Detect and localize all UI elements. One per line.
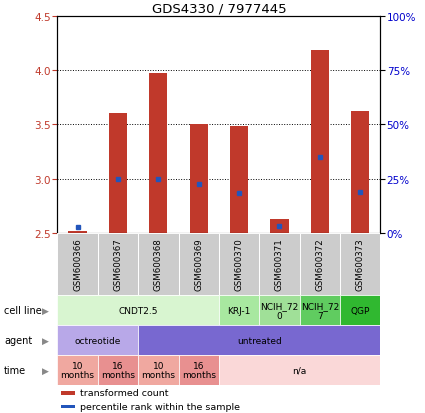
Bar: [138, 233, 178, 295]
Text: GSM600367: GSM600367: [113, 238, 122, 291]
Text: transformed count: transformed count: [80, 388, 168, 397]
Bar: [61, 404, 75, 408]
Bar: [340, 296, 380, 325]
Bar: [259, 233, 300, 295]
Text: GSM600373: GSM600373: [356, 238, 365, 291]
Bar: [219, 296, 259, 325]
Bar: [178, 233, 219, 295]
Bar: [219, 233, 259, 295]
Text: KRJ-1: KRJ-1: [227, 306, 251, 315]
Bar: [138, 355, 178, 385]
Text: 10
months: 10 months: [141, 361, 175, 380]
Bar: [61, 391, 75, 394]
Text: GSM600369: GSM600369: [194, 238, 203, 291]
Bar: [230, 127, 248, 233]
Text: agent: agent: [4, 335, 32, 345]
Bar: [109, 114, 127, 233]
Text: GSM600371: GSM600371: [275, 238, 284, 291]
Title: GDS4330 / 7977445: GDS4330 / 7977445: [152, 2, 286, 15]
Bar: [57, 355, 98, 385]
Text: 16
months: 16 months: [181, 361, 215, 380]
Text: time: time: [4, 365, 26, 375]
Bar: [57, 296, 219, 325]
Text: 10
months: 10 months: [60, 361, 94, 380]
Text: cell line: cell line: [4, 306, 42, 316]
Text: percentile rank within the sample: percentile rank within the sample: [80, 402, 240, 411]
Bar: [149, 74, 167, 233]
Bar: [351, 112, 369, 233]
Text: n/a: n/a: [292, 366, 307, 375]
Text: GSM600368: GSM600368: [154, 238, 163, 291]
Text: CNDT2.5: CNDT2.5: [119, 306, 158, 315]
Text: NCIH_72
0: NCIH_72 0: [260, 301, 298, 320]
Text: QGP: QGP: [351, 306, 370, 315]
Text: ▶: ▶: [42, 336, 49, 345]
Bar: [270, 219, 289, 233]
Text: GSM600370: GSM600370: [235, 238, 244, 291]
Text: 16
months: 16 months: [101, 361, 135, 380]
Text: NCIH_72
7: NCIH_72 7: [300, 301, 339, 320]
Bar: [98, 355, 138, 385]
Text: untreated: untreated: [237, 336, 282, 345]
Bar: [57, 233, 98, 295]
Text: ▶: ▶: [42, 366, 49, 375]
Bar: [178, 355, 219, 385]
Text: GSM600372: GSM600372: [315, 238, 324, 291]
Text: GSM600366: GSM600366: [73, 238, 82, 291]
Bar: [98, 233, 138, 295]
Text: ▶: ▶: [42, 306, 49, 315]
Text: octreotide: octreotide: [74, 336, 121, 345]
Bar: [300, 296, 340, 325]
Bar: [311, 51, 329, 233]
Bar: [219, 355, 380, 385]
Bar: [138, 325, 380, 355]
Bar: [340, 233, 380, 295]
Bar: [190, 125, 208, 233]
Bar: [259, 296, 300, 325]
Bar: [68, 231, 87, 233]
Bar: [57, 325, 138, 355]
Bar: [300, 233, 340, 295]
